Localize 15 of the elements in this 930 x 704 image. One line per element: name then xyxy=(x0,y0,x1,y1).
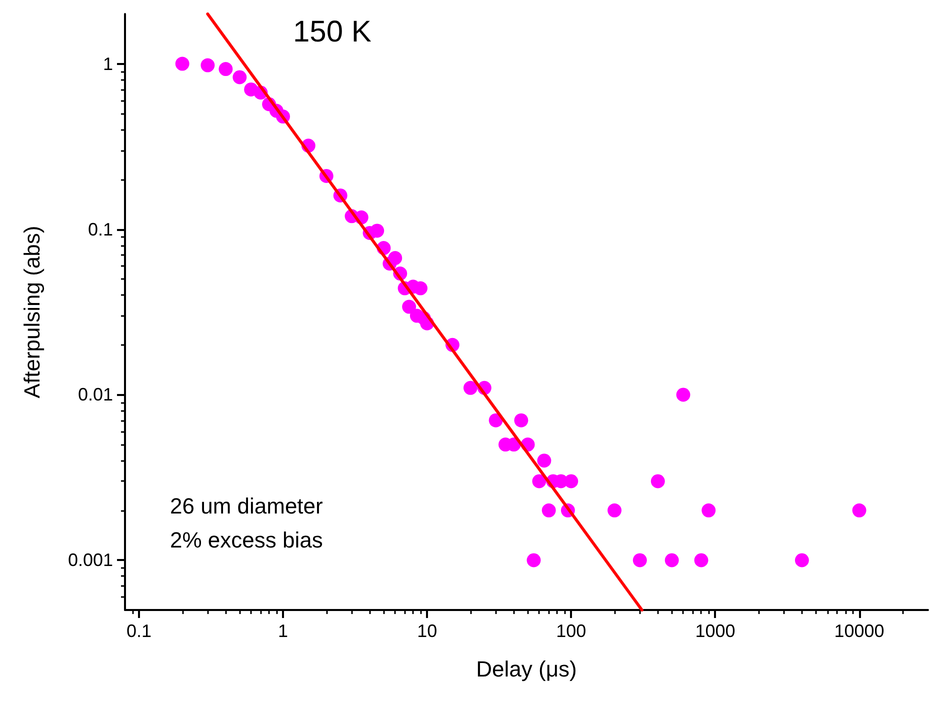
annotation: 26 um diameter xyxy=(170,494,323,518)
y-tick-label: 0.01 xyxy=(78,384,113,405)
x-tick-label: 1 xyxy=(278,621,288,641)
x-tick-label: 10000 xyxy=(834,621,884,641)
y-tick-label: 1 xyxy=(102,54,113,74)
x-tick-label: 0.1 xyxy=(126,621,152,641)
y-tick-label: 0.001 xyxy=(68,550,113,570)
x-tick-label: 10 xyxy=(417,621,438,641)
y-axis-title: Afterpulsing (abs) xyxy=(20,226,44,398)
x-axis-title: Delay (μs) xyxy=(476,656,577,682)
annotation: 2% excess bias xyxy=(170,528,323,552)
y-tick-label: 0.1 xyxy=(88,219,113,240)
chart-title: 150 K xyxy=(293,16,372,48)
x-tick-label: 1000 xyxy=(695,621,736,641)
x-tick-label: 100 xyxy=(556,621,586,641)
